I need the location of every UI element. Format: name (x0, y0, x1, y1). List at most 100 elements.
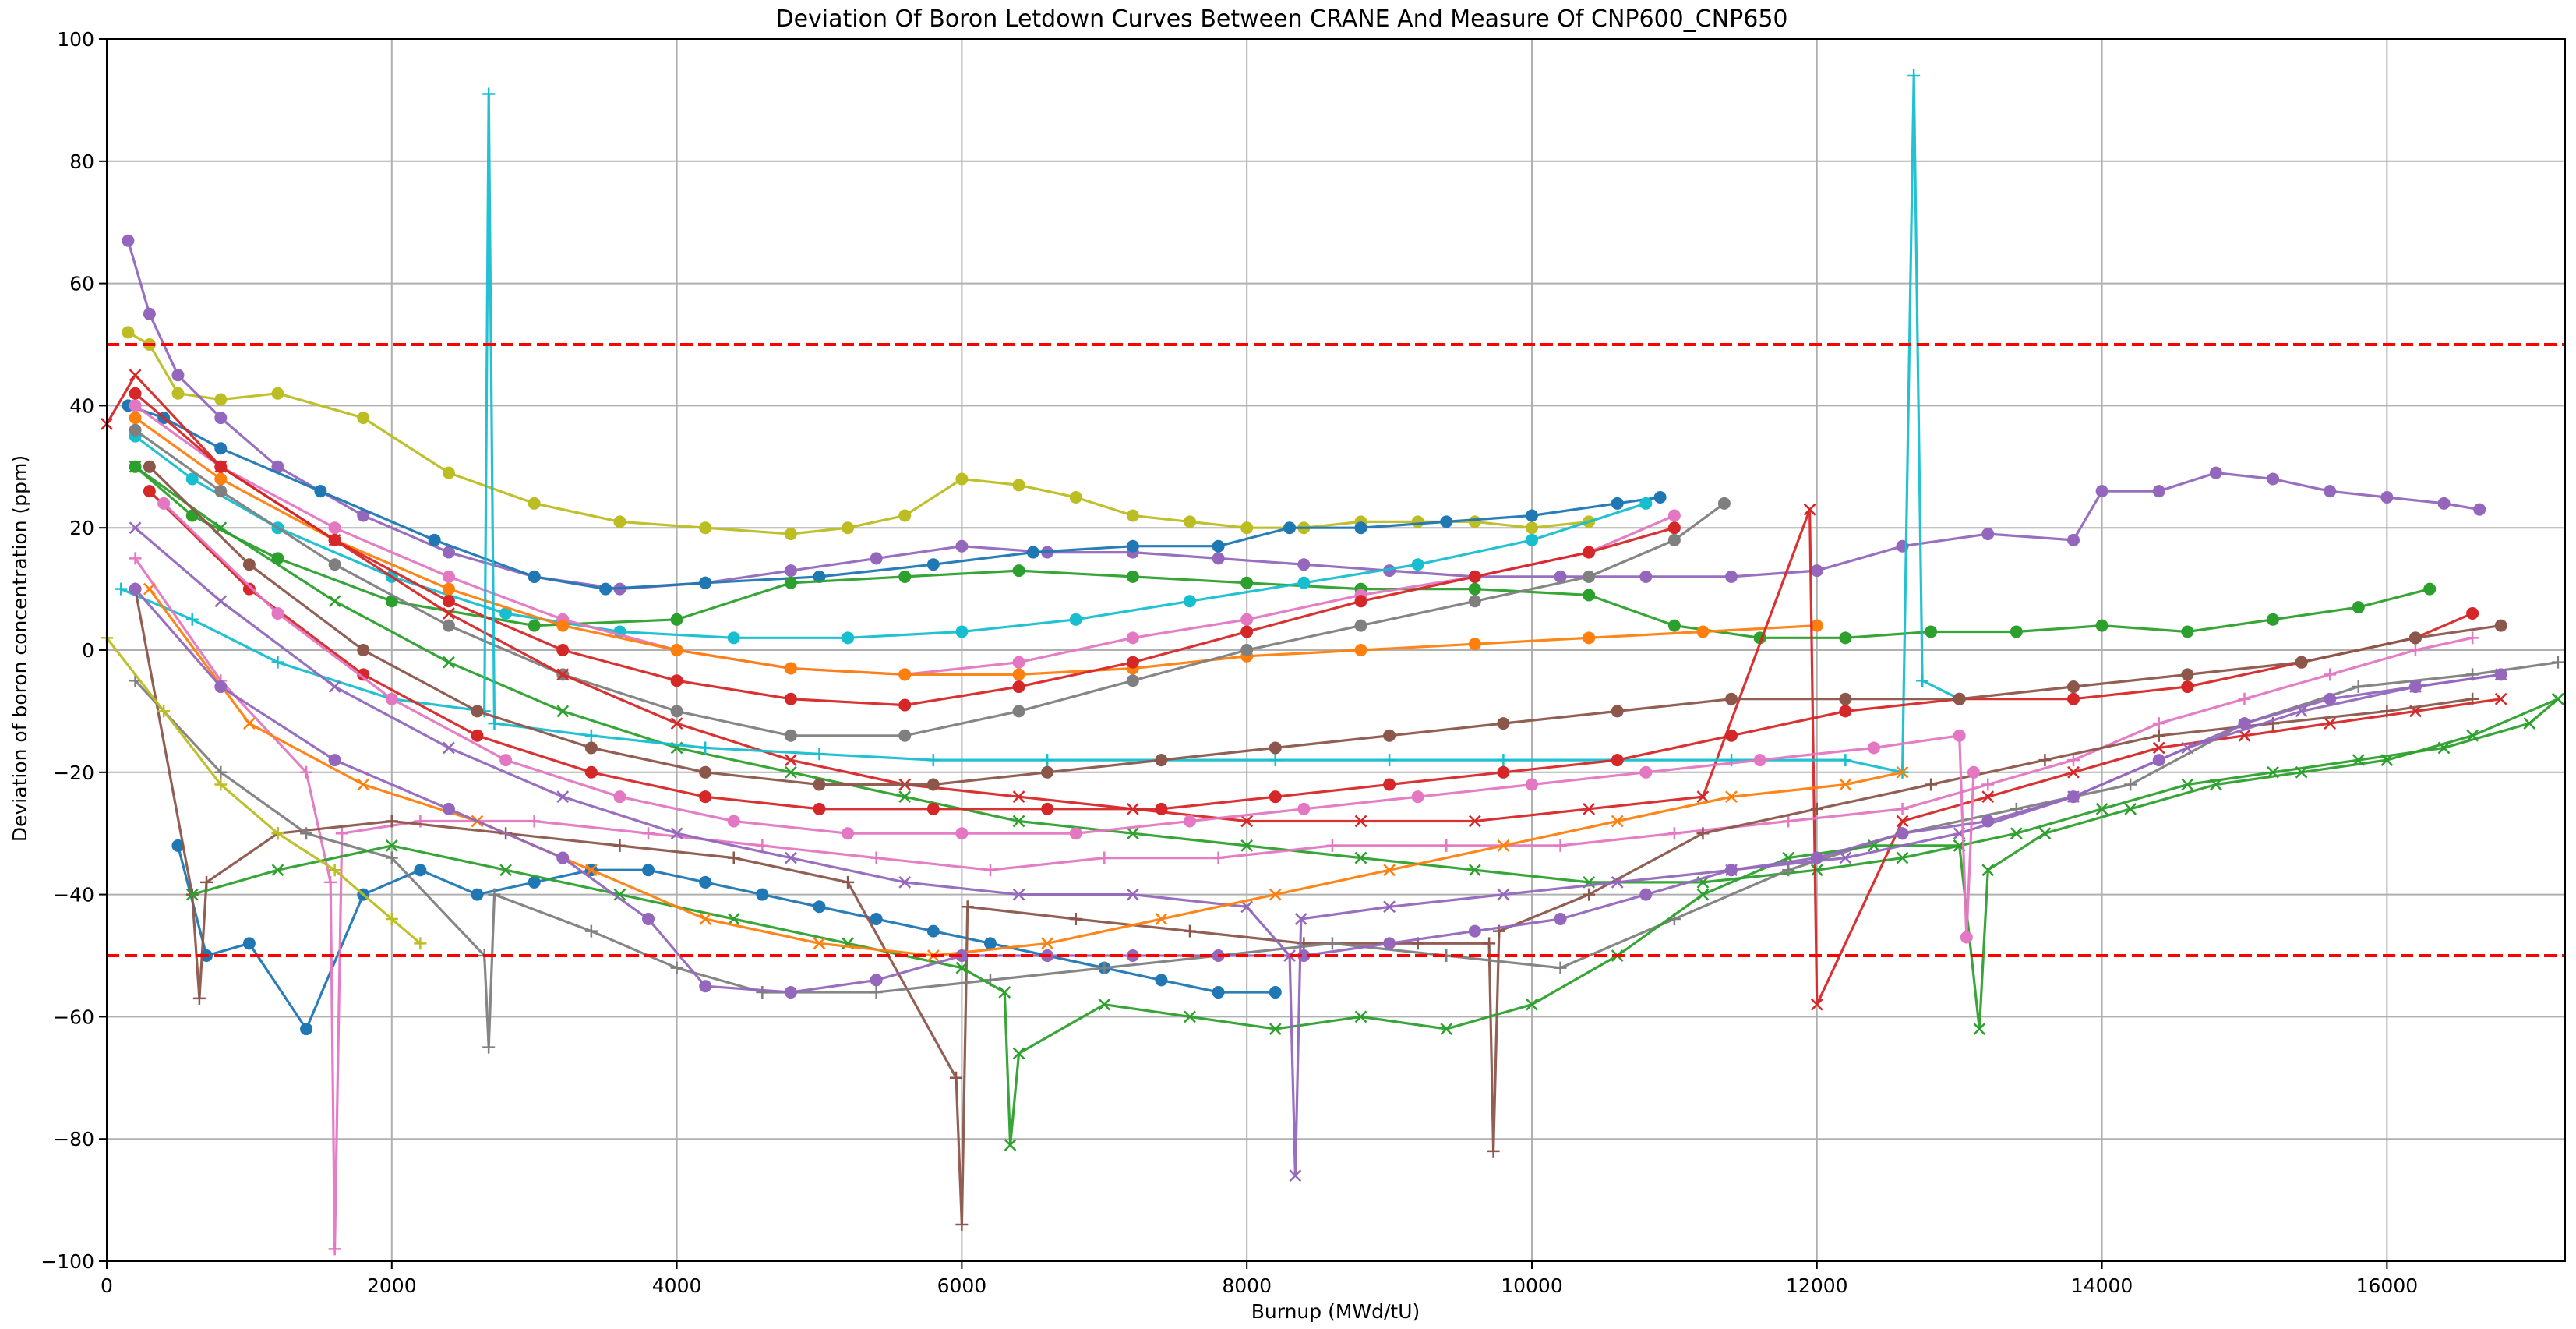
data-point (2437, 497, 2451, 510)
data-point (1611, 815, 1624, 828)
y-tick-labels: −100 −80 −60 −40 −20 0 20 40 60 80 100 (41, 28, 107, 1273)
data-point (699, 875, 712, 889)
data-point (2095, 485, 2108, 498)
data-point (2038, 827, 2052, 840)
data-point (1041, 765, 1054, 779)
data-point (122, 234, 135, 247)
data-point (1240, 625, 1254, 638)
data-point (488, 888, 501, 901)
series-layer (101, 69, 2564, 1256)
data-point (1069, 491, 1082, 504)
data-point (1916, 674, 1929, 687)
data-point (243, 717, 256, 730)
data-point (2295, 656, 2308, 669)
data-point (784, 528, 797, 541)
data-point (442, 582, 455, 596)
y-axis-title: Deviation of boron concentration (ppm) (9, 455, 31, 842)
data-point (2466, 606, 2479, 620)
data-point (955, 827, 969, 840)
data-point (1126, 656, 1139, 669)
data-point (813, 778, 826, 791)
data-point (1696, 827, 1710, 840)
data-point (1497, 754, 1510, 767)
data-point (1041, 937, 1054, 950)
data-point (1526, 998, 1538, 1011)
data-point (528, 815, 541, 828)
data-point (870, 552, 883, 565)
data-point (357, 644, 370, 656)
data-point (328, 558, 341, 571)
data-point (2238, 717, 2251, 730)
data-point (214, 472, 228, 486)
data-point (1468, 515, 1481, 528)
data-point (385, 815, 398, 828)
data-point (214, 393, 228, 406)
data-point (1839, 631, 1852, 645)
data-point (2095, 802, 2108, 815)
data-point (2181, 680, 2194, 694)
data-point (214, 460, 228, 473)
data-point (926, 802, 940, 815)
data-point (898, 790, 912, 804)
data-point (785, 754, 797, 767)
data-point (1212, 851, 1225, 864)
data-point (584, 765, 598, 779)
series-line (126, 240, 2480, 591)
data-point (482, 87, 496, 101)
data-point (1269, 1023, 1282, 1035)
series-line (134, 588, 2501, 994)
data-point (1583, 570, 1596, 583)
data-point (1297, 558, 1311, 571)
data-point (670, 827, 683, 840)
data-point (998, 986, 1011, 999)
series-line (134, 465, 2559, 884)
data-point (1554, 839, 1567, 852)
y-tick-label: 80 (69, 150, 94, 173)
data-point (2551, 692, 2564, 705)
data-point (1782, 815, 1795, 828)
data-point (1725, 570, 1738, 583)
data-point (129, 412, 142, 425)
data-point (2267, 472, 2280, 486)
data-point (499, 864, 512, 877)
y-tick-label: 60 (69, 273, 94, 295)
data-point (1554, 912, 1567, 925)
data-point (785, 851, 797, 864)
data-point (613, 515, 626, 528)
data-point (784, 729, 797, 742)
data-point (1098, 998, 1111, 1011)
data-point (1525, 533, 1538, 546)
data-point (385, 839, 398, 852)
data-point (2067, 680, 2080, 694)
data-point (699, 521, 712, 535)
data-point (2152, 717, 2165, 730)
data-point (1155, 754, 1168, 767)
data-point (1583, 546, 1596, 559)
data-point (2152, 729, 2165, 742)
data-point (1896, 765, 1909, 779)
data-point (784, 692, 797, 705)
data-point (1583, 631, 1596, 645)
data-point (1667, 619, 1681, 632)
data-point (2238, 729, 2251, 742)
data-point (1953, 692, 1966, 705)
data-point (784, 564, 797, 578)
data-point (414, 864, 427, 877)
series-line (134, 429, 1725, 737)
data-point (271, 864, 284, 877)
data-point (1383, 937, 1396, 950)
data-point (1126, 570, 1139, 583)
data-point (129, 369, 142, 382)
data-point (1810, 619, 1823, 632)
data-point (471, 888, 484, 901)
data-point (1867, 741, 1880, 755)
data-point (584, 864, 598, 877)
y-tick-label: 100 (57, 28, 94, 51)
data-point (1126, 509, 1139, 522)
data-point (870, 851, 883, 864)
data-point (1468, 815, 1481, 828)
data-series (129, 423, 1731, 742)
data-point (214, 680, 228, 694)
x-tick-label: 12000 (1786, 1274, 1848, 1297)
data-point (1487, 1144, 1500, 1158)
